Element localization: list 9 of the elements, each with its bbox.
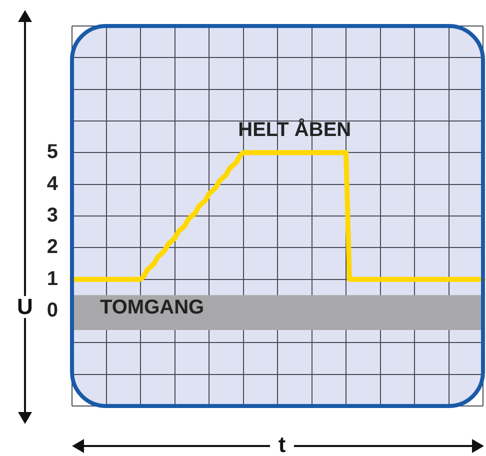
y-tick-label: 5 [46, 141, 58, 164]
y-axis-title: U [14, 294, 36, 319]
y-tick-label: 2 [46, 236, 58, 258]
y-tick-label: 4 [46, 172, 59, 195]
y-tick-label: 0 [46, 300, 58, 322]
x-axis-title: t [270, 432, 294, 456]
y-tick-label: 1 [46, 268, 58, 290]
band-label: TOMGANG [100, 296, 204, 319]
y-tick-label: 3 [46, 204, 58, 227]
